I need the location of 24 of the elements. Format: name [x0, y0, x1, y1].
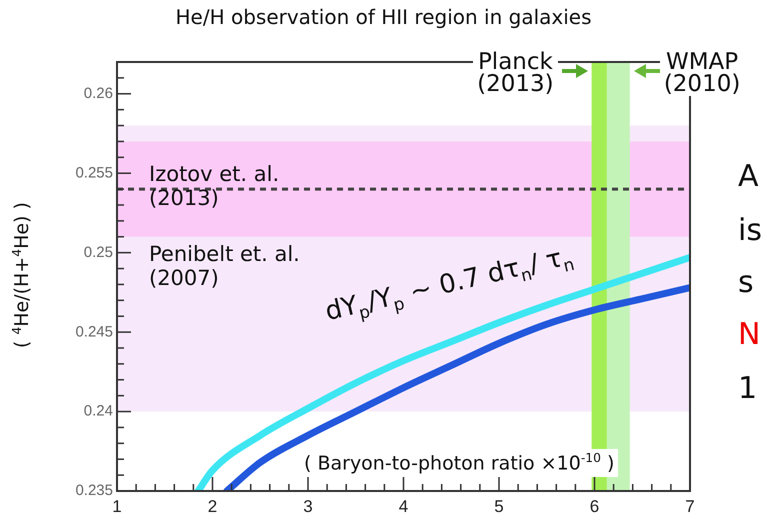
y-tick-label: 0.245	[75, 323, 113, 340]
x-tick-label: 5	[494, 496, 504, 516]
y-tick-label: 0.235	[75, 482, 113, 500]
y-tick-label: 0.255	[75, 164, 113, 182]
y-tick-label: 0.26	[84, 84, 113, 102]
text: is	[738, 213, 762, 248]
x-axis-title: ( Baryon-to-photon ratio ×10$^{-10}$ )	[300, 449, 618, 478]
x-tick-label: 7	[685, 496, 695, 516]
text: s	[738, 265, 754, 300]
x-tick-label: 4	[398, 496, 408, 516]
x-tick-label: 6	[590, 496, 600, 516]
x-tick-label: 1	[112, 496, 122, 516]
band-label: Planck (2013)	[473, 49, 558, 97]
text: A	[738, 159, 759, 194]
text: N	[738, 317, 760, 352]
x-tick-label: 3	[303, 496, 313, 516]
chart-title: He/H observation of HII region in galaxies	[174, 5, 593, 29]
x-tick-label: 2	[208, 496, 218, 516]
text: 1	[738, 371, 758, 406]
y-tick-label: 0.25	[84, 244, 113, 261]
band-label: Izotov et. al. (2013)	[149, 162, 280, 210]
y-tick-label: 0.24	[84, 402, 113, 420]
band-label: WMAP (2010)	[660, 49, 744, 97]
band-label: Penibelt et. al. (2007)	[149, 242, 300, 290]
